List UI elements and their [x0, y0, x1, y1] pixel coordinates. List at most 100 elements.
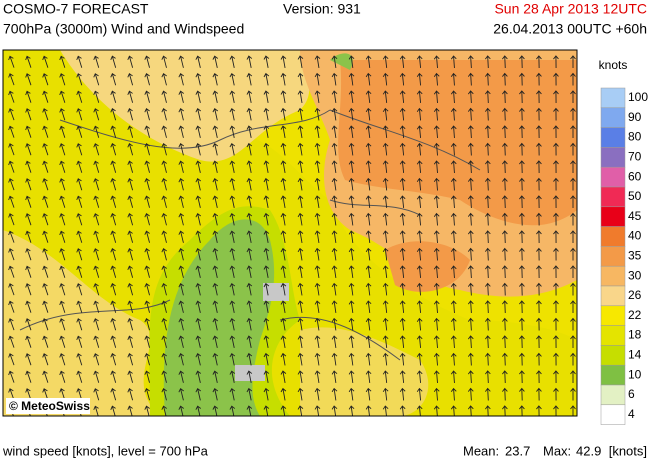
mean-label: Mean: [463, 443, 499, 458]
wind-arrow [297, 142, 304, 156]
wind-arrow [314, 142, 321, 156]
wind-arrow [297, 335, 304, 348]
wind-arrow [348, 300, 355, 314]
legend-label: 22 [628, 308, 642, 322]
legend-swatch [600, 345, 626, 366]
wind-arrow [553, 142, 559, 156]
wind-arrow [280, 247, 287, 261]
wind-arrow [519, 370, 525, 384]
wind-arrow [178, 72, 184, 86]
wind-arrow [502, 300, 508, 314]
legend-swatch [600, 107, 626, 128]
wind-arrow [553, 247, 559, 261]
wind-arrow [161, 160, 167, 173]
legend-label: 26 [628, 288, 642, 302]
valid-time: Sun 28 Apr 2013 12UTC [494, 1, 647, 17]
wind-arrow [263, 160, 270, 173]
wind-arrow [144, 353, 150, 366]
wind-arrow [433, 282, 440, 296]
wind-arrow [127, 125, 134, 138]
wind-arrow [348, 72, 355, 86]
wind-arrow [195, 142, 202, 156]
wind-arrow [246, 160, 253, 173]
wind-arrow [450, 230, 457, 244]
wind-arrow [161, 370, 167, 383]
wind-arrow [178, 125, 184, 138]
wind-arrow [212, 125, 219, 138]
wind-arrow [433, 125, 440, 139]
wind-arrow [42, 213, 49, 226]
wind-arrow [195, 282, 202, 296]
legend-swatch [600, 285, 626, 307]
wind-arrow [297, 72, 304, 86]
wind-arrow [450, 300, 457, 314]
wind-arrow [365, 265, 372, 279]
wind-arrow [450, 177, 457, 191]
wind-arrow [8, 335, 15, 348]
wind-arrow [365, 317, 372, 331]
wind-arrow [570, 300, 576, 314]
wind-arrow [246, 335, 253, 348]
wind-arrow [127, 143, 134, 156]
wind-arrow [297, 370, 304, 383]
wind-arrow [382, 177, 389, 191]
wind-arrow [314, 55, 321, 68]
wind-arrow [365, 212, 372, 226]
wind-arrow [502, 212, 508, 226]
wind-arrow [93, 108, 100, 121]
wind-arrow [76, 90, 83, 103]
wind-arrow [93, 125, 100, 138]
wind-arrow [467, 370, 474, 384]
legend-swatch [600, 147, 626, 168]
wind-arrow [519, 230, 525, 244]
wind-arrow [195, 195, 202, 208]
wind-arrow [212, 282, 219, 296]
wind-arrow [280, 125, 287, 138]
wind-arrow [8, 300, 15, 313]
wind-arrow [280, 370, 287, 383]
wind-arrow [42, 370, 49, 383]
wind-arrow [110, 388, 117, 401]
wind-arrow [553, 265, 559, 279]
wind-arrow [433, 90, 440, 104]
wind-arrow [144, 178, 150, 191]
wind-arrow [76, 178, 83, 191]
wind-arrow [110, 335, 117, 348]
wind-arrow [382, 125, 389, 139]
legend-label: 80 [628, 130, 642, 144]
wind-arrow [25, 335, 32, 348]
wind-arrow [502, 195, 508, 209]
wind-arrow [25, 370, 32, 383]
wind-arrow [263, 265, 270, 278]
wind-arrow [195, 230, 202, 243]
wind-arrow [161, 108, 167, 121]
wind-arrow [229, 72, 236, 86]
wind-arrow [93, 370, 100, 383]
wind-arrow [280, 352, 287, 366]
wind-arrow [25, 353, 32, 366]
wind-arrow [536, 72, 542, 86]
wind-arrow [416, 265, 423, 279]
wind-arrow [25, 160, 32, 173]
wind-arrow [536, 265, 542, 279]
wind-arrow [467, 142, 474, 156]
wind-arrow [382, 212, 389, 226]
wind-arrow [365, 387, 372, 401]
wind-arrow [246, 282, 253, 296]
wind-arrow [484, 352, 491, 366]
wind-arrow [365, 125, 372, 139]
wind-arrow [297, 317, 304, 331]
wind-arrow [42, 125, 49, 138]
wind-arrow [212, 352, 219, 366]
wind-arrow [467, 107, 474, 121]
wind-arrow [314, 195, 321, 208]
wind-arrow [484, 230, 491, 244]
wind-arrow [331, 160, 338, 174]
wind-arrow [399, 212, 406, 226]
wind-arrow [553, 195, 559, 209]
wind-arrow [331, 195, 338, 209]
wind-arrow [76, 335, 83, 348]
legend-label: 6 [628, 387, 635, 401]
wind-arrow [450, 55, 457, 69]
wind-arrow [246, 212, 253, 226]
